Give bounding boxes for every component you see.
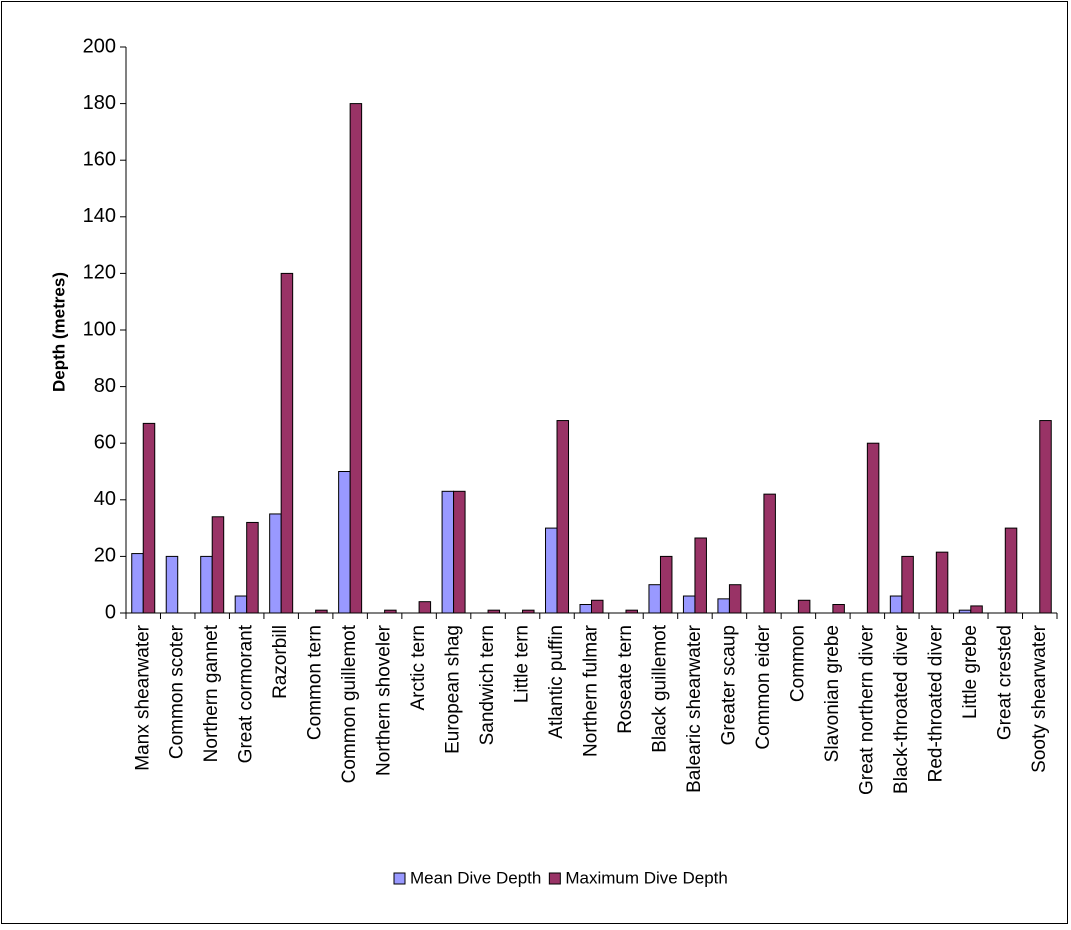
legend: Mean Dive Depth Maximum Dive Depth (393, 868, 728, 887)
x-category-label: Black guillemot (649, 624, 670, 752)
x-category-label: Common eider (753, 624, 774, 749)
x-category-label: Black-throated diver (891, 624, 912, 794)
bar-max-dive-depth (659, 555, 673, 614)
x-category-label: Great northern diver (856, 624, 877, 795)
bar-max-dive-depth (246, 521, 259, 614)
y-tick-label: 20 (94, 545, 116, 567)
x-category-label: Little grebe (960, 625, 981, 719)
x-category-label: Greater scaup (718, 625, 739, 745)
bar-mean-dive-depth (545, 527, 558, 614)
x-category-label: Slavonian grebe (822, 625, 843, 762)
bar-max-dive-depth (280, 272, 294, 614)
bar-max-dive-depth (728, 584, 742, 614)
x-category-label: Great cormorant (236, 624, 257, 763)
x-category-label: Common scoter (167, 624, 188, 759)
bar-max-dive-depth (1039, 420, 1052, 614)
x-category-label: Little tern (512, 625, 533, 703)
x-category-label: Sandwich tern (477, 625, 498, 745)
bar-max-dive-depth (211, 516, 225, 614)
bar-mean-dive-depth (131, 553, 144, 614)
bar-mean-dive-depth (165, 555, 179, 614)
bar-max-dive-depth (901, 555, 914, 614)
y-axis-title: Depth (metres) (49, 272, 68, 392)
y-tick-label: 100 (83, 318, 116, 340)
x-category-label: Northern fulmar (581, 624, 602, 757)
bar-max-dive-depth (591, 599, 604, 614)
x-category-label: Sooty shearwater (1029, 624, 1050, 773)
y-tick-label: 60 (94, 431, 116, 453)
y-tick-label: 140 (83, 205, 116, 227)
legend-swatch-mean (393, 872, 406, 885)
y-tick-label: 200 (83, 35, 116, 57)
bar-max-dive-depth (142, 422, 156, 614)
y-tick-label: 0 (105, 601, 116, 623)
legend-swatch-max (548, 872, 561, 885)
bar-max-dive-depth (453, 490, 466, 614)
x-category-label: Common (787, 625, 808, 702)
x-category-label: Manx shearwater (132, 624, 153, 770)
x-category-label: Arctic tern (408, 625, 429, 711)
x-category-label: Northern shoveler (374, 624, 395, 776)
y-tick-label: 40 (94, 488, 116, 510)
bar-max-dive-depth (694, 537, 707, 614)
x-category-label: Northern gannet (201, 624, 222, 762)
bar-mean-dive-depth (717, 598, 730, 614)
x-category-label: Common guillemot (339, 624, 360, 783)
bar-mean-dive-depth (648, 584, 661, 614)
bar-mean-dive-depth (579, 604, 592, 614)
y-tick-label: 180 (83, 92, 116, 114)
bar-max-dive-depth (970, 605, 983, 614)
x-category-label: Atlantic puffin (546, 625, 567, 739)
x-category-label: Great crested (994, 625, 1015, 740)
bar-max-dive-depth (832, 604, 845, 614)
bar-mean-dive-depth (682, 595, 696, 614)
y-tick-label: 80 (94, 375, 116, 397)
bar-max-dive-depth (1004, 527, 1018, 614)
bar-max-dive-depth (935, 551, 949, 614)
x-category-label: Razorbill (270, 625, 291, 699)
legend-label-mean: Mean Dive Depth (410, 868, 541, 887)
bar-mean-dive-depth (269, 513, 282, 614)
bar-max-dive-depth (866, 442, 880, 614)
bar-max-dive-depth (556, 420, 570, 614)
y-tick-label: 120 (83, 262, 116, 284)
bar-max-dive-depth (418, 601, 432, 614)
legend-label-max: Maximum Dive Depth (565, 868, 728, 887)
bar-mean-dive-depth (338, 471, 351, 614)
plot-area: 0 20 40 60 80 100 120 140 160 180 200 Manx shearwat… (83, 35, 1058, 795)
bar-mean-dive-depth (441, 490, 455, 614)
x-category-label: Red-throated diver (925, 624, 946, 782)
y-tick-label: 160 (83, 148, 116, 170)
x-category-label: Common tern (305, 625, 326, 740)
bar-mean-dive-depth (234, 595, 248, 614)
bar-max-dive-depth (349, 103, 363, 614)
x-category-label: Roseate tern (615, 625, 636, 734)
x-category-label: European shag (443, 625, 464, 754)
bar-max-dive-depth (797, 599, 811, 614)
bar-mean-dive-depth (889, 595, 903, 614)
x-category-label: Balearic shearwater (684, 624, 705, 793)
bar-mean-dive-depth (200, 555, 213, 614)
bar-max-dive-depth (763, 493, 776, 614)
